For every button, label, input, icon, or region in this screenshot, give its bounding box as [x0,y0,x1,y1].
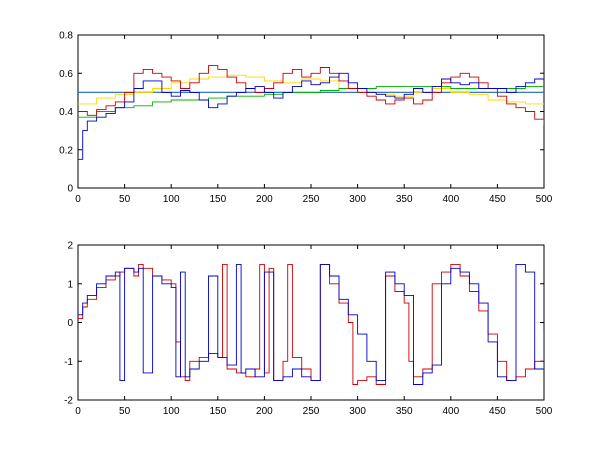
x-tick-label: 250 [303,194,320,205]
series-line-3 [78,65,544,125]
x-tick-label: 400 [442,194,459,205]
x-tick-label: 350 [396,194,413,205]
series-line-1 [78,263,544,385]
x-tick-label: 450 [489,406,506,417]
y-tick-label: 0.6 [59,69,73,80]
y-tick-label: 2 [67,241,73,252]
x-tick-label: 250 [303,406,320,417]
subplot-1: 0 50 100 150 200 250 300 350 400 450 500 0 0.2 0.4 0.6… [59,31,553,206]
y-tick-label: 1 [67,279,73,290]
subplot-2: 0 50 100 150 200 250 300 350 400 450 500 -2 -1 0 1 2 [64,241,553,418]
series-line-1 [78,74,544,105]
x-tick-label: 350 [396,406,413,417]
x-tick-label: 500 [536,406,553,417]
y-tick-label: -2 [64,396,73,407]
x-tick-label: 200 [256,406,273,417]
y-tick-label: 0.4 [59,107,73,118]
x-tick-label: 300 [349,194,366,205]
x-tick-label: 100 [163,406,180,417]
x-tick-label: 0 [75,406,81,417]
x-tick-label: 200 [256,194,273,205]
series-line-4 [78,72,544,160]
y-tick-label: 0 [67,318,73,329]
series-line-2 [78,263,544,385]
axes-box [77,34,545,189]
data-layer [78,65,544,160]
x-tick-label: 50 [119,194,131,205]
y-tick-label: 0.2 [59,145,73,156]
data-layer [78,263,544,385]
y-tick-label: 0 [67,184,73,195]
y-tick-label: -1 [64,357,73,368]
y-tick-label: 0.8 [59,31,73,42]
x-tick-label: 300 [349,406,366,417]
x-tick-label: 0 [75,194,81,205]
x-tick-label: 400 [442,406,459,417]
x-tick-label: 500 [536,194,553,205]
x-tick-label: 450 [489,194,506,205]
x-tick-label: 150 [209,194,226,205]
x-tick-label: 150 [209,406,226,417]
x-tick-label: 50 [119,406,131,417]
x-tick-label: 100 [163,194,180,205]
